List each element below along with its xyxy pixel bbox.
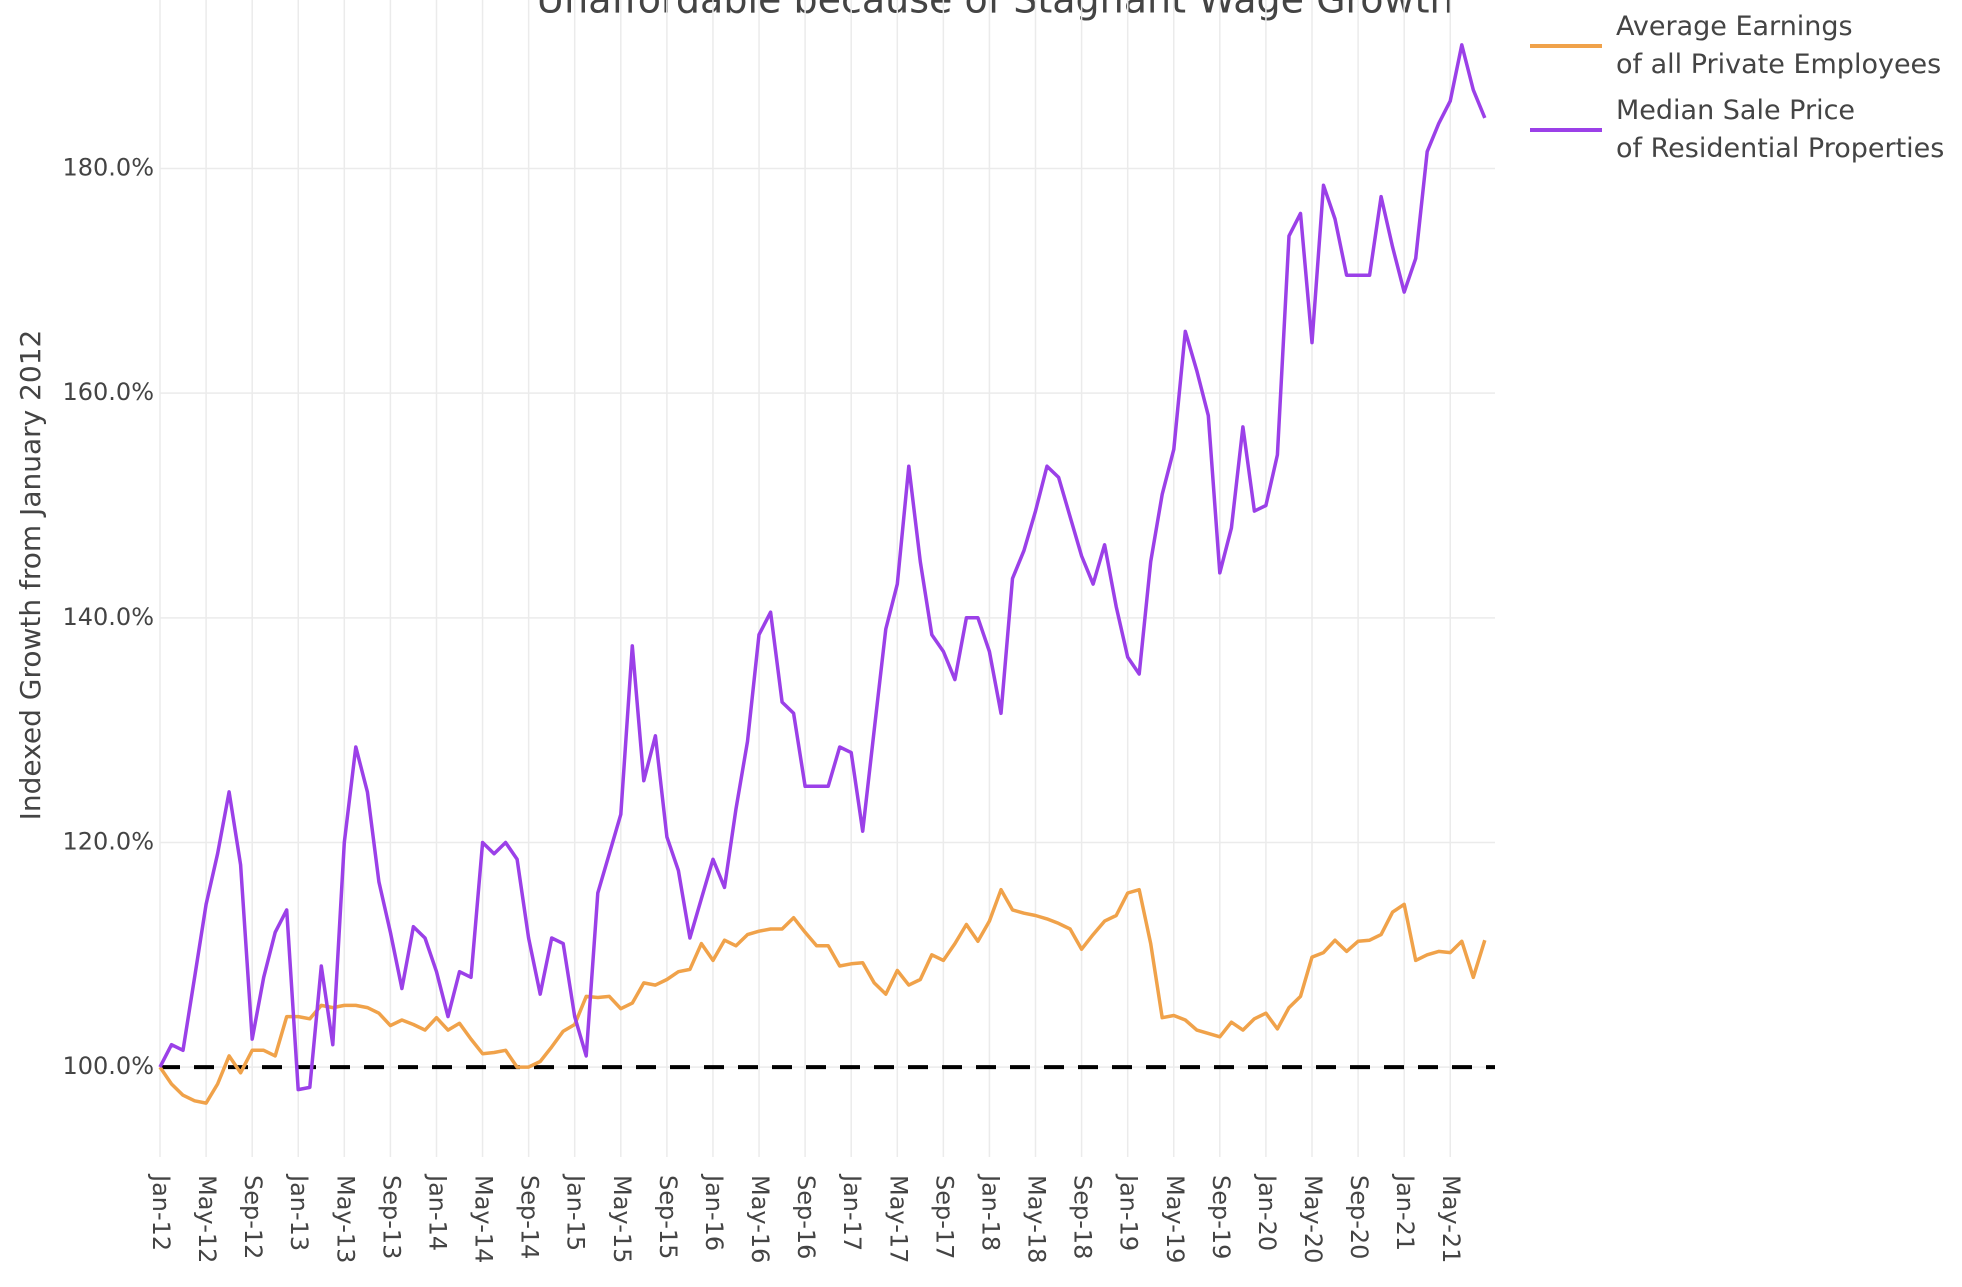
y-tick-label: 160.0% [62, 378, 154, 406]
y-tick-label: 180.0% [62, 153, 154, 181]
x-tick-label: Jan-13 [285, 1173, 313, 1251]
x-tick-label: Jan-19 [1115, 1173, 1143, 1251]
x-tick-label: Jan-14 [423, 1173, 451, 1251]
legend-swatch [1530, 128, 1602, 132]
x-tick-label: May-21 [1437, 1175, 1465, 1263]
x-tick-label: Jan-12 [147, 1173, 175, 1251]
legend-label: Average Earnings of all Private Employee… [1616, 11, 1942, 80]
x-tick-label: May-19 [1161, 1175, 1189, 1263]
x-tick-label: Jan-16 [700, 1173, 728, 1251]
line-series [158, 887, 1487, 1105]
chart-title: Unaffordable because of Stagnant Wage Gr… [536, 0, 1453, 22]
legend-item: Average Earnings of all Private Employee… [1530, 8, 1944, 84]
y-tick-label: 140.0% [62, 603, 154, 631]
legend-label: Median Sale Price of Residential Propert… [1616, 95, 1945, 164]
x-tick-label: Sep-15 [654, 1175, 682, 1259]
x-tick-label: May-12 [193, 1175, 221, 1263]
legend-item: Median Sale Price of Residential Propert… [1530, 92, 1944, 168]
legend: Average Earnings of all Private Employee… [1530, 8, 1944, 176]
x-tick-label: Sep-12 [239, 1175, 267, 1259]
x-tick-label: Sep-17 [930, 1175, 958, 1259]
x-tick-label: Sep-14 [516, 1175, 544, 1259]
x-tick-label: May-13 [331, 1175, 359, 1263]
x-tick-label: Jan-17 [838, 1173, 866, 1251]
y-axis-label: Indexed Growth from January 2012 [14, 330, 47, 821]
y-tick-label: 100.0% [62, 1052, 154, 1080]
x-tick-label: Sep-20 [1345, 1175, 1373, 1259]
legend-swatch [1530, 44, 1602, 48]
x-tick-label: May-16 [746, 1175, 774, 1263]
x-tick-label: Sep-13 [377, 1175, 405, 1259]
y-tick-label: 120.0% [62, 827, 154, 855]
x-tick-label: Sep-19 [1207, 1175, 1235, 1259]
x-tick-label: Jan-21 [1391, 1173, 1419, 1251]
x-tick-label: May-17 [884, 1175, 912, 1263]
x-tick-label: Jan-20 [1253, 1173, 1281, 1251]
x-tick-label: Jan-18 [976, 1173, 1004, 1251]
x-tick-label: Sep-16 [792, 1175, 820, 1259]
x-tick-label: May-20 [1299, 1175, 1327, 1263]
x-tick-label: May-14 [470, 1175, 498, 1263]
x-tick-label: May-18 [1023, 1175, 1051, 1263]
x-tick-label: Jan-15 [562, 1173, 590, 1251]
x-tick-label: May-15 [608, 1175, 636, 1263]
x-tick-label: Sep-18 [1069, 1175, 1097, 1259]
line-series [158, 43, 1487, 1092]
